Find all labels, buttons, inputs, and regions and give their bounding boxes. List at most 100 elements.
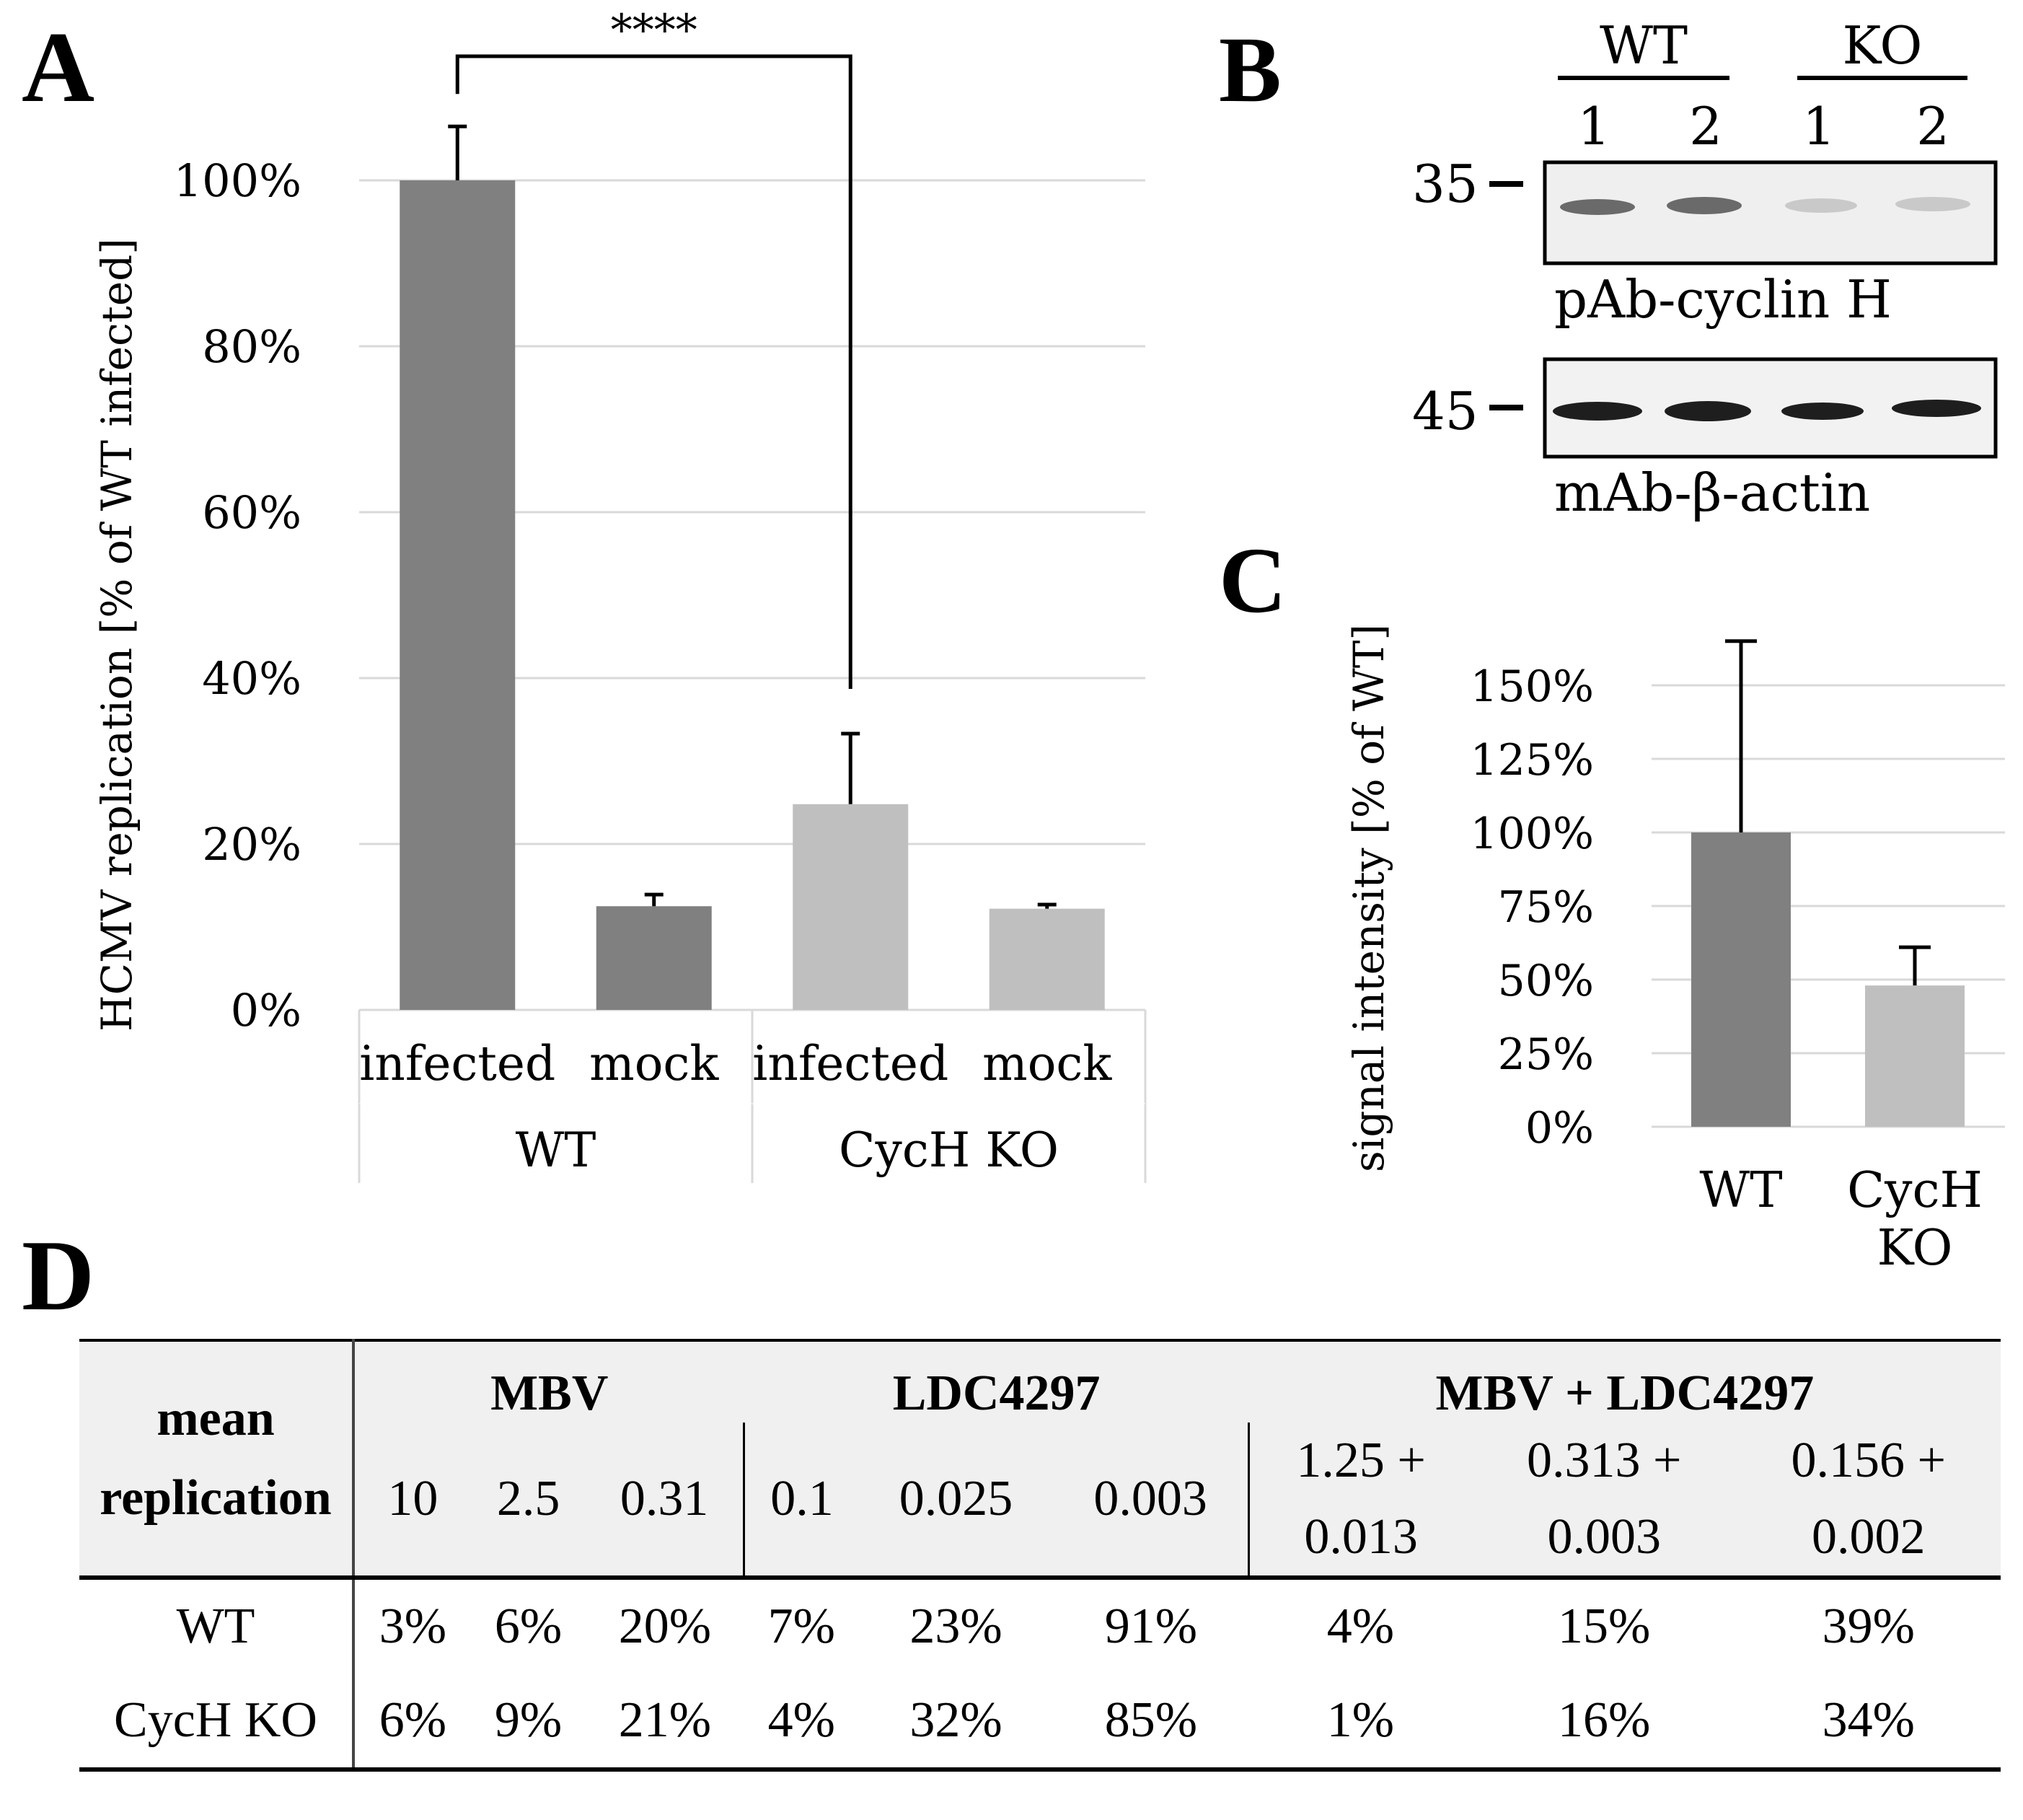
- band-cyclin-ko1: [1785, 198, 1857, 213]
- group-header-ldc4297: LDC4297: [892, 1366, 1101, 1421]
- conc-cell: 1.25 + 0.013: [1248, 1423, 1472, 1578]
- bar-a: [989, 908, 1105, 1010]
- conc-cell: 10: [353, 1423, 471, 1578]
- panel-letter-b: B: [1219, 18, 1282, 122]
- panel-letter-a: A: [22, 12, 94, 123]
- y-tick-label-c: 25%: [1498, 1029, 1594, 1080]
- table-row-header: mean replication: [79, 1340, 355, 1578]
- significance-bracket: [455, 54, 852, 689]
- chart-c-ylabel: signal intensity [% of WT]: [1344, 624, 1393, 1172]
- cell: 32%: [909, 1692, 1002, 1748]
- category-label-a: infected: [359, 1036, 555, 1091]
- category-label-a: mock: [982, 1036, 1112, 1091]
- row-label: CycH KO: [79, 1674, 355, 1770]
- y-tick-label-c: 100%: [1470, 809, 1594, 859]
- y-tick-label-c: 75%: [1498, 882, 1594, 933]
- chart-c: signal intensity [% of WT] 0% 25% 50% 75% 10…: [1344, 624, 2005, 1277]
- y-tick-label-a: 40%: [202, 652, 301, 705]
- chart-a-ylabel: HCMV replication [% of WT infected]: [92, 238, 141, 1032]
- cell: 16%: [1558, 1692, 1651, 1748]
- conc-value: 0.1: [770, 1471, 834, 1526]
- blot-marker-35: 35: [1412, 154, 1478, 214]
- row-header-line-1: mean: [157, 1391, 275, 1446]
- blot-lane-3: 1: [1802, 96, 1835, 157]
- group-header-combo: MBV + LDC4297: [1435, 1366, 1815, 1421]
- cell: 23%: [909, 1599, 1002, 1654]
- blot-group-ko: KO: [1843, 15, 1923, 76]
- chart-a: HCMV replication [% of WT infected] 0% 20…: [92, 5, 1147, 1183]
- y-tick-label-a: 0%: [231, 984, 301, 1037]
- conc-value: 2.5: [496, 1471, 560, 1526]
- bar-a: [793, 804, 909, 1010]
- cell: 6%: [494, 1599, 563, 1654]
- cell: 39%: [1822, 1599, 1915, 1654]
- bar-a: [596, 906, 712, 1010]
- row-header-line-2: replication: [100, 1470, 332, 1526]
- cell: 3%: [379, 1599, 447, 1654]
- cell: 7%: [767, 1599, 835, 1654]
- group-label-a: CycH KO: [839, 1122, 1059, 1178]
- row-label: WT: [79, 1578, 355, 1674]
- y-tick-label-c: 50%: [1498, 956, 1594, 1006]
- band-actin-wt2: [1665, 401, 1751, 421]
- group-label-a: WT: [516, 1122, 596, 1178]
- category-label-a: mock: [589, 1036, 719, 1091]
- panel-letter-c: C: [1219, 529, 1287, 633]
- table-row: WT 3% 6% 20% 7% 23% 91% 4% 15% 39%: [79, 1578, 2001, 1674]
- cell: 91%: [1104, 1599, 1198, 1654]
- group-header-mbv: MBV: [490, 1366, 609, 1421]
- band-cyclin-wt2: [1667, 197, 1742, 214]
- conc-value: 0.313 +: [1526, 1433, 1682, 1488]
- conc-cell: 0.31: [586, 1423, 744, 1578]
- conc-value: 10: [387, 1471, 438, 1526]
- conc-cell: 0.156 + 0.002: [1736, 1423, 2001, 1578]
- conc-value: 0.003: [1547, 1509, 1661, 1565]
- conc-cell: 0.003: [1053, 1423, 1249, 1578]
- blot-lane-2: 2: [1689, 96, 1722, 157]
- significance-label: ****: [611, 5, 697, 56]
- blot-lane-4: 2: [1916, 96, 1949, 157]
- band-actin-ko2: [1892, 400, 1981, 417]
- cell: 20%: [618, 1599, 712, 1654]
- panel-letter-d: D: [22, 1220, 94, 1332]
- conc-value: 0.003: [1093, 1471, 1207, 1526]
- y-tick-label-c: 125%: [1470, 735, 1594, 786]
- cell: 1%: [1326, 1692, 1394, 1748]
- cell: 4%: [1326, 1599, 1394, 1654]
- blot-label-actin: mAb-β-actin: [1554, 462, 1870, 523]
- conc-value: 0.156 +: [1791, 1433, 1946, 1488]
- cell: 6%: [379, 1692, 447, 1748]
- blot-lane-1: 1: [1577, 96, 1610, 157]
- bar-a: [400, 180, 516, 1010]
- bar-c: [1865, 985, 1965, 1127]
- cell: 15%: [1558, 1599, 1651, 1654]
- replication-table: mean replication MBV LDC4297 MBV + LDC42…: [79, 1339, 2001, 1772]
- blot-group-wt: WT: [1600, 15, 1688, 76]
- cell: 85%: [1104, 1692, 1198, 1748]
- category-label-a: infected: [752, 1036, 948, 1091]
- table-row: CycH KO 6% 9% 21% 4% 32% 85% 1% 16% 34%: [79, 1674, 2001, 1770]
- y-tick-label-c: 0%: [1525, 1103, 1594, 1153]
- conc-cell: 0.1: [743, 1423, 859, 1578]
- conc-cell: 0.025: [859, 1423, 1053, 1578]
- category-label-c: CycH KO: [1847, 1162, 1983, 1277]
- band-cyclin-ko2: [1895, 197, 1970, 211]
- blot-label-cyclin-h: pAb-cyclin H: [1554, 269, 1892, 330]
- conc-value: 1.25 +: [1296, 1433, 1426, 1488]
- y-tick-label-a: 80%: [202, 320, 301, 373]
- conc-cell: 2.5: [471, 1423, 586, 1578]
- y-tick-label-a: 60%: [202, 486, 301, 539]
- western-blot: WT KO 1 2 1 2 35 pAb-cyclin H 45 mAb-β-a…: [1412, 15, 1998, 523]
- y-tick-label-a: 100%: [174, 154, 301, 207]
- band-cyclin-wt1: [1560, 199, 1635, 215]
- conc-value: 0.013: [1304, 1509, 1418, 1565]
- cell: 34%: [1822, 1692, 1915, 1748]
- band-actin-ko1: [1781, 403, 1864, 420]
- cell: 21%: [618, 1692, 712, 1748]
- cell: 9%: [494, 1692, 563, 1748]
- conc-value: 0.002: [1811, 1509, 1926, 1565]
- cell: 4%: [767, 1692, 835, 1748]
- blot-marker-45: 45: [1412, 381, 1478, 441]
- conc-value: 0.025: [899, 1471, 1013, 1526]
